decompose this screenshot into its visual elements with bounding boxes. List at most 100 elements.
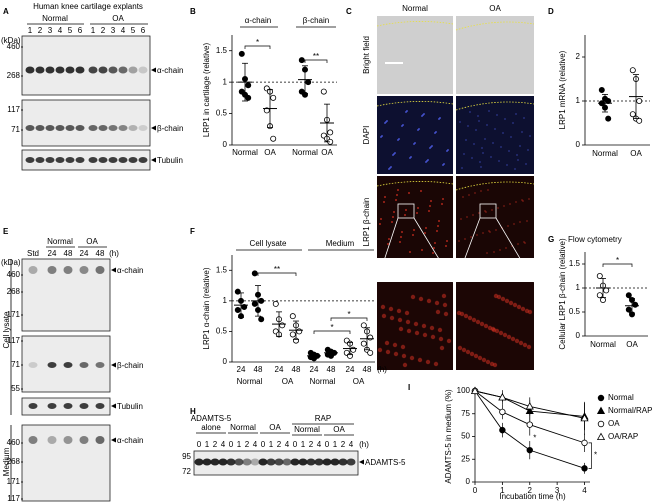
band bbox=[95, 436, 105, 444]
band bbox=[118, 125, 128, 131]
arrow bbox=[359, 459, 364, 465]
cell-spot bbox=[396, 308, 402, 314]
marker-label: 268 bbox=[7, 457, 21, 466]
data-point bbox=[327, 129, 334, 136]
data-point bbox=[499, 408, 506, 416]
lane-label: 2 bbox=[309, 440, 314, 449]
lane-label: 4 bbox=[349, 440, 354, 449]
cell-spot bbox=[460, 218, 462, 220]
cell-spot bbox=[417, 357, 423, 363]
lane-label: 1 bbox=[301, 440, 306, 449]
cell-spot bbox=[439, 345, 445, 351]
surface-line bbox=[376, 181, 454, 187]
marker-label: 117 bbox=[7, 336, 20, 345]
band bbox=[118, 157, 128, 163]
label: OA bbox=[112, 14, 124, 23]
surface-line bbox=[455, 181, 535, 191]
cell-spot bbox=[388, 168, 390, 170]
band bbox=[35, 66, 45, 74]
band bbox=[88, 66, 98, 74]
band bbox=[45, 66, 55, 74]
y-tick-label: 1.5 bbox=[216, 46, 228, 55]
lane-label: 3 bbox=[48, 26, 53, 35]
band bbox=[322, 458, 332, 466]
cell-spot bbox=[397, 139, 399, 141]
cell-spot bbox=[509, 203, 511, 205]
lane-label: Std bbox=[27, 249, 39, 258]
data-point bbox=[629, 111, 636, 118]
series-line bbox=[474, 390, 585, 419]
cell-spot bbox=[523, 241, 525, 243]
band bbox=[298, 458, 308, 466]
y-tick-label: 1 bbox=[223, 296, 228, 305]
label: Tubulin bbox=[117, 402, 143, 411]
data-point bbox=[289, 313, 296, 320]
band bbox=[28, 436, 38, 444]
band bbox=[35, 157, 45, 163]
cell-spot bbox=[437, 327, 443, 333]
lane-label: 2 bbox=[38, 26, 43, 35]
band bbox=[47, 266, 57, 274]
marker-label: 71 bbox=[11, 125, 20, 134]
cell-spot bbox=[467, 125, 469, 127]
cell-spot bbox=[405, 319, 411, 325]
cell-spot bbox=[377, 347, 383, 353]
cell-spot bbox=[393, 351, 399, 357]
data-point bbox=[305, 79, 312, 86]
cell-spot bbox=[493, 251, 495, 253]
lane-label: 2 bbox=[245, 440, 250, 449]
marker-label: 95 bbox=[182, 452, 191, 461]
band bbox=[28, 266, 38, 274]
cell-spot bbox=[441, 293, 447, 299]
band bbox=[108, 157, 118, 163]
x-tick-label: Normal bbox=[592, 149, 618, 158]
y-tick-label: 1 bbox=[223, 77, 228, 86]
cell-spot bbox=[463, 313, 469, 319]
cell-spot bbox=[515, 113, 517, 115]
cell-spot bbox=[480, 190, 482, 192]
label: Normal bbox=[47, 237, 73, 246]
cell-spot bbox=[486, 252, 488, 254]
x-tick-label: OA bbox=[321, 148, 333, 157]
lane-label: 0 bbox=[325, 440, 330, 449]
cell-spot bbox=[425, 227, 427, 229]
cell-spot bbox=[468, 194, 470, 196]
band bbox=[88, 125, 98, 131]
legend-label: OA/RAP bbox=[608, 432, 638, 441]
cell-spot bbox=[514, 338, 520, 344]
cell-spot bbox=[508, 300, 514, 306]
x-tick-label: 24 bbox=[310, 365, 319, 374]
cell-spot bbox=[473, 143, 475, 145]
band bbox=[63, 266, 73, 274]
arrow bbox=[111, 403, 116, 409]
cell-spot bbox=[462, 196, 464, 198]
marker-label: 460 bbox=[7, 438, 21, 447]
lane-label: 48 bbox=[64, 249, 73, 258]
cell-spot bbox=[498, 330, 504, 336]
band bbox=[346, 458, 356, 466]
cell-spot bbox=[461, 167, 463, 169]
lane-label: 4 bbox=[253, 440, 258, 449]
band bbox=[202, 458, 212, 466]
cell-spot bbox=[391, 221, 393, 223]
cell-spot bbox=[417, 129, 419, 131]
lane-label: 4 bbox=[285, 440, 290, 449]
band bbox=[258, 458, 268, 466]
panel-label: I bbox=[408, 383, 410, 392]
blot bbox=[21, 35, 151, 96]
panel-label: H bbox=[190, 407, 196, 416]
panel-title: Flow cytometry bbox=[568, 235, 622, 244]
cell-spot bbox=[492, 142, 494, 144]
significance-bracket bbox=[313, 330, 351, 334]
legend-label: OA bbox=[608, 419, 620, 428]
x-axis-title: Incubation time (h) bbox=[499, 492, 566, 501]
cell-spot bbox=[429, 147, 431, 149]
cell-spot bbox=[494, 128, 496, 130]
data-point bbox=[498, 392, 507, 401]
band bbox=[242, 458, 252, 466]
cell-spot bbox=[441, 203, 443, 205]
cell-spot bbox=[392, 342, 398, 348]
cell-spot bbox=[528, 198, 530, 200]
cell-spot bbox=[510, 336, 516, 342]
data-point bbox=[580, 413, 589, 422]
